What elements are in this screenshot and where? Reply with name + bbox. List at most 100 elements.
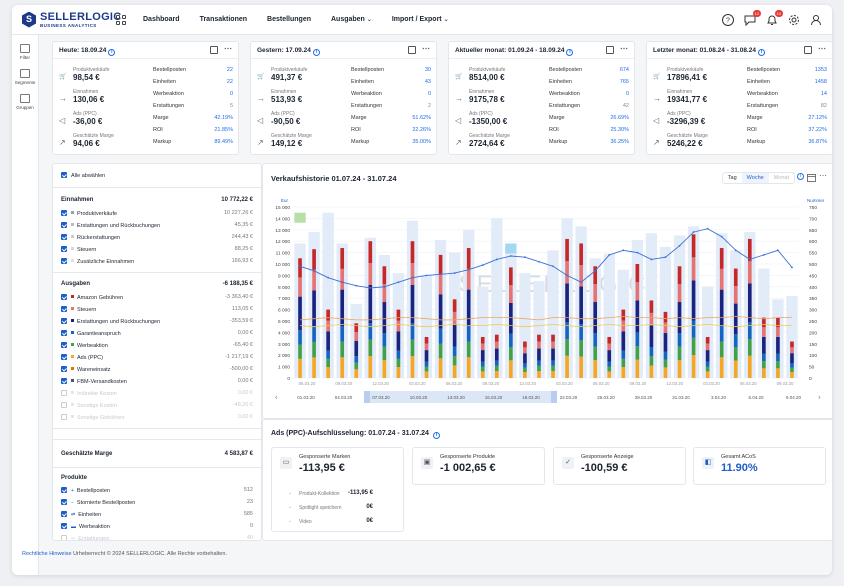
chart-bar-segment[interactable] bbox=[635, 332, 640, 347]
units-point[interactable] bbox=[777, 249, 779, 252]
checkbox-icon[interactable] bbox=[61, 258, 67, 264]
checkbox-icon[interactable] bbox=[61, 222, 67, 228]
chart-bar-segment[interactable] bbox=[691, 280, 696, 321]
chart-bar-segment[interactable] bbox=[621, 358, 626, 368]
chart-bar-highlight[interactable] bbox=[505, 243, 517, 254]
chart-bar-segment[interactable] bbox=[551, 365, 555, 372]
chart-bar-segment[interactable] bbox=[382, 346, 387, 361]
nav-item-import-export[interactable]: Import / Export ⌄ bbox=[392, 16, 449, 23]
checkbox-icon[interactable] bbox=[61, 342, 67, 348]
chart-bar-segment[interactable] bbox=[705, 366, 710, 372]
chart-bar-segment[interactable] bbox=[733, 334, 738, 348]
chart-bar-segment[interactable] bbox=[691, 355, 696, 378]
calendar-icon[interactable] bbox=[210, 46, 218, 54]
chart-bar-segment[interactable] bbox=[494, 348, 499, 361]
chart-bar-segment[interactable] bbox=[790, 353, 794, 364]
chart-bar-segment[interactable] bbox=[607, 361, 612, 367]
product-row[interactable]: − Stornierte Bestellposten 23 bbox=[61, 499, 253, 509]
units-point[interactable] bbox=[650, 258, 653, 261]
chart-bar-segment[interactable] bbox=[382, 266, 387, 285]
checkbox-icon[interactable] bbox=[61, 354, 67, 360]
chart-bar-segment[interactable] bbox=[438, 294, 443, 329]
chart-bar-segment[interactable] bbox=[649, 300, 654, 313]
chart-bar-segment[interactable] bbox=[396, 320, 401, 332]
units-point[interactable] bbox=[791, 266, 793, 269]
filter-row[interactable]: Produktverkäufe 10 227,26 € bbox=[61, 210, 253, 220]
help-icon[interactable]: ? bbox=[720, 12, 736, 28]
units-point[interactable] bbox=[369, 287, 372, 289]
tab-tag[interactable]: Tag bbox=[727, 175, 737, 181]
chart-bar-segment[interactable] bbox=[762, 361, 766, 369]
filter-row[interactable]: Steuern 88,25 € bbox=[61, 246, 253, 256]
chart-bar-segment[interactable] bbox=[298, 344, 302, 359]
product-row[interactable]: ↩ Erstattungen 40 bbox=[61, 535, 253, 540]
chart-bar-segment[interactable] bbox=[368, 284, 373, 324]
chart-bar-segment[interactable] bbox=[466, 289, 471, 327]
chart-bar-background[interactable] bbox=[786, 295, 798, 378]
chart-bar-segment[interactable] bbox=[593, 302, 598, 334]
units-point[interactable] bbox=[594, 269, 597, 272]
chart-bar-segment[interactable] bbox=[705, 350, 710, 362]
chart-bar-segment[interactable] bbox=[466, 326, 471, 342]
chart-bar-segment[interactable] bbox=[509, 360, 513, 378]
chart-bar-segment[interactable] bbox=[565, 339, 569, 356]
chart-bar-segment[interactable] bbox=[452, 324, 457, 347]
checkbox-icon[interactable] bbox=[61, 210, 67, 216]
chart-bar-segment[interactable] bbox=[452, 299, 457, 312]
chart-bar-segment[interactable] bbox=[494, 371, 499, 378]
chart-bar-segment[interactable] bbox=[537, 341, 541, 349]
units-point[interactable] bbox=[720, 235, 723, 238]
chart-bar-segment[interactable] bbox=[551, 341, 555, 349]
checkbox-icon[interactable] bbox=[61, 414, 67, 420]
chart-bar-segment[interactable] bbox=[410, 323, 415, 340]
chart-bar-segment[interactable] bbox=[523, 367, 527, 373]
chart-bar-segment[interactable] bbox=[593, 346, 598, 361]
chart-bar-segment[interactable] bbox=[649, 365, 654, 378]
scroll-left-icon[interactable]: ‹ bbox=[275, 393, 278, 402]
chart-bar-segment[interactable] bbox=[312, 326, 316, 342]
chart-bar-background[interactable] bbox=[322, 212, 334, 378]
chart-bar-segment[interactable] bbox=[762, 317, 766, 328]
units-point[interactable] bbox=[425, 274, 428, 277]
chart-bar-segment[interactable] bbox=[762, 336, 766, 354]
chart-bar-segment[interactable] bbox=[466, 248, 471, 269]
chart-bar-segment[interactable] bbox=[509, 285, 513, 303]
more-icon[interactable]: ⋯ bbox=[224, 44, 232, 53]
range-handle-left[interactable] bbox=[364, 391, 370, 403]
chart-bar-segment[interactable] bbox=[312, 341, 316, 358]
chart-bar-segment[interactable] bbox=[635, 359, 640, 378]
checkbox-icon[interactable] bbox=[61, 366, 67, 372]
chart-bar-segment[interactable] bbox=[452, 355, 457, 366]
chart-bar-segment[interactable] bbox=[396, 367, 401, 378]
chart-bar-segment[interactable] bbox=[537, 334, 541, 342]
chart-bar-segment[interactable] bbox=[326, 320, 330, 332]
chart-bar-segment[interactable] bbox=[607, 366, 612, 372]
filter-row[interactable]: Zusätzliche Einnahmen 166,93 € bbox=[61, 258, 253, 268]
chart-bar-segment[interactable] bbox=[551, 371, 555, 378]
chart-bar-segment[interactable] bbox=[523, 347, 527, 354]
chart-bar-segment[interactable] bbox=[565, 238, 569, 262]
filter-row[interactable]: Rückerstattungen 244,43 € bbox=[61, 234, 253, 244]
chart-bar-segment[interactable] bbox=[621, 350, 626, 359]
chart-bar-segment[interactable] bbox=[410, 356, 415, 378]
chart-bar-segment[interactable] bbox=[776, 327, 780, 337]
chart-bar-segment[interactable] bbox=[705, 371, 710, 378]
chart-bar-segment[interactable] bbox=[480, 336, 485, 344]
chart-bar-segment[interactable] bbox=[410, 284, 415, 324]
chart-bar-segment[interactable] bbox=[762, 353, 766, 362]
chart-bar-segment[interactable] bbox=[354, 356, 359, 363]
chart-bar-segment[interactable] bbox=[663, 322, 668, 334]
range-handle-right[interactable] bbox=[551, 391, 557, 403]
chart-bar-segment[interactable] bbox=[396, 350, 401, 359]
chart-bar-segment[interactable] bbox=[480, 371, 485, 378]
chart-bar-segment[interactable] bbox=[762, 368, 766, 378]
chart-bar-segment[interactable] bbox=[733, 347, 738, 361]
chart-bar-segment[interactable] bbox=[466, 268, 471, 290]
chart-bar-segment[interactable] bbox=[509, 302, 513, 334]
chart-bar-segment[interactable] bbox=[747, 339, 752, 356]
calendar-icon[interactable] bbox=[606, 46, 614, 54]
chart-bar-segment[interactable] bbox=[747, 322, 752, 340]
chart-bar-segment[interactable] bbox=[340, 289, 345, 327]
chart-bar-segment[interactable] bbox=[298, 358, 302, 378]
chart-bar-segment[interactable] bbox=[537, 360, 541, 366]
